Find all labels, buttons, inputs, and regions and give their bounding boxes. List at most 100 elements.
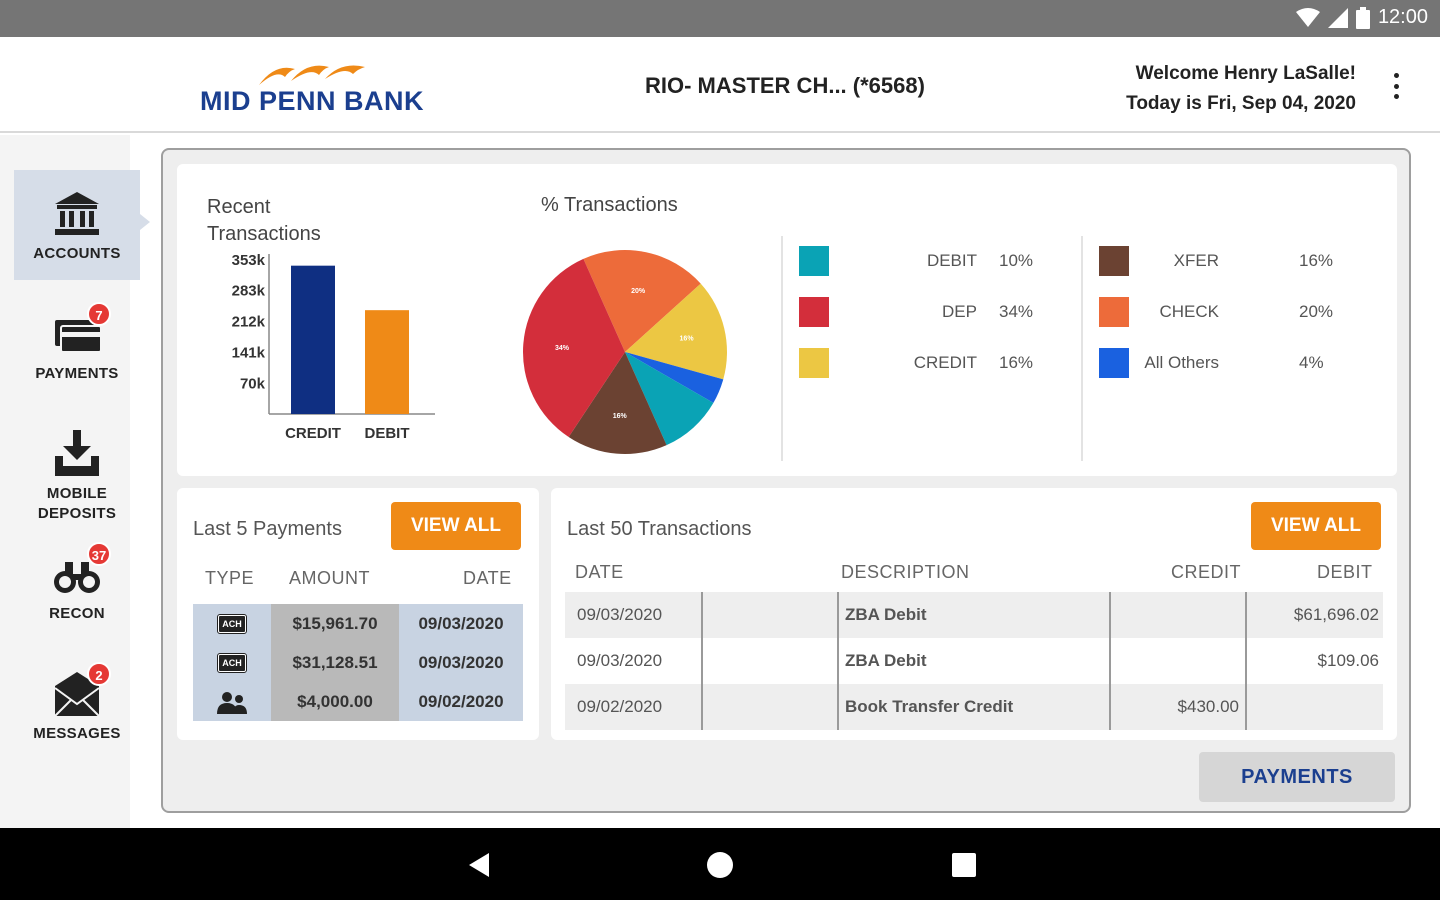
logo-text: MID PENN BANK [200,86,425,116]
payments-table: ACH $15,961.70 09/03/2020 ACH $31,128.51… [193,604,523,721]
legend-swatch [799,348,829,378]
y-tick-label: 212k [232,314,266,331]
legend-percent: 10% [999,251,1034,270]
credit-card-icon: 7 [51,302,111,358]
date-text: Today is Fri, Sep 04, 2020 [1126,93,1356,114]
sidebar-item-mobile-deposits[interactable]: MOBILE DEPOSITS [14,410,140,530]
status-bar: 12:00 [0,0,1440,37]
logo-swoosh-icon [259,65,365,85]
pie-slice-check [583,250,701,352]
ach-icon: ACH [217,613,247,634]
account-selector[interactable]: RIO- MASTER CH... (*6568) [645,73,925,98]
legend-item-credit: CREDIT 16% [799,348,1039,378]
payment-date: 09/02/2020 [399,682,523,721]
y-tick-label: 70k [240,375,266,392]
y-tick-label: 141k [232,344,266,361]
legend-label: All Others [1144,353,1219,372]
table-row[interactable]: $4,000.00 09/02/2020 [193,682,523,721]
sidebar-item-messages[interactable]: 2 MESSAGES [14,650,140,760]
recent-transactions-title: Recent Transactions [207,196,321,245]
legend-item-dep: DEP 34% [799,297,1039,327]
transaction-date: 09/02/2020 [565,684,703,730]
transaction-debit [1247,684,1383,730]
wifi-icon [1295,7,1320,27]
legend-percent: 16% [1299,251,1334,270]
x-tick-label: DEBIT [365,425,410,442]
recents-icon[interactable] [949,850,979,880]
legend-swatch [1099,348,1129,378]
battery-icon [1355,6,1370,29]
bank-logo: MID PENN BANK [200,61,440,117]
transactions-col-description: DESCRIPTION [841,562,970,582]
sidebar-item-label: MOBILE DEPOSITS [37,485,117,522]
app-header: MID PENN BANK RIO- MASTER CH... (*6568) … [0,37,1440,133]
payment-date: 09/03/2020 [399,643,523,682]
legend-percent: 20% [1299,302,1334,321]
table-row[interactable]: 09/03/2020 ZBA Debit $61,696.02 [565,592,1383,638]
binoculars-icon: 37 [51,542,111,598]
legend-item-xfer: XFER 16% [1099,246,1339,276]
transactions-col-credit: CREDIT [1171,562,1241,582]
legend-divider [781,236,783,461]
transaction-credit: $430.00 [1111,684,1247,730]
bank-icon [55,192,99,235]
sidebar-item-accounts[interactable]: ACCOUNTS [14,170,150,280]
pie-slice-debit [625,352,714,446]
table-row[interactable]: 09/03/2020 ZBA Debit $109.06 [565,638,1383,684]
welcome-block: Welcome Henry LaSalle! Today is Fri, Sep… [1126,59,1356,119]
y-tick-label: 353k [232,252,266,269]
transaction-description: Book Transfer Credit [839,684,1111,730]
transaction-credit [1111,638,1247,684]
status-time: 12:00 [1377,6,1428,28]
pie-slice-credit [625,283,727,380]
payments-button[interactable]: PAYMENTS [1199,752,1395,802]
sidebar-item-payments[interactable]: 7 PAYMENTS [14,290,140,400]
system-nav-bar [0,828,1440,900]
legend-label: XFER [1173,251,1219,270]
legend-item-check: CHECK 20% [1099,297,1339,327]
y-tick-label: 283k [232,283,266,300]
pie-slice-all-others [625,352,724,403]
sidebar-item-label: PAYMENTS [35,365,119,382]
transaction-debit: $109.06 [1317,651,1379,670]
legend-swatch [1099,246,1129,276]
pie-slice-label: 16% [613,413,628,420]
sidebar-item-recon[interactable]: 37 RECON [14,530,140,640]
payments-col-amount: AMOUNT [289,568,370,588]
ach-icon: ACH [217,652,247,673]
table-row[interactable]: 09/02/2020 Book Transfer Credit $430.00 [565,684,1383,730]
sidebar-item-label: RECON [49,605,105,622]
payment-amount: $15,961.70 [271,604,399,643]
table-row[interactable]: ACH $31,128.51 09/03/2020 [193,643,523,682]
transactions-view-all-button[interactable]: VIEW ALL [1251,502,1381,550]
transactions-col-date: DATE [575,562,624,582]
envelope-icon: 2 [51,662,111,718]
sidebar-item-label: ACCOUNTS [33,245,121,262]
transactions-table: 09/03/2020 ZBA Debit $61,696.02 09/03/20… [565,592,1383,730]
transaction-date: 09/03/2020 [565,592,703,638]
cell-signal-icon [1327,7,1348,28]
payments-col-type: TYPE [205,568,255,588]
pie-slice-xfer [568,352,667,454]
back-icon[interactable] [465,850,495,880]
bar-credit [291,265,335,414]
legend-percent: 4% [1299,353,1324,372]
transactions-pie-chart: 20% 16% 16% 34% [523,250,727,454]
legend-swatch [1099,297,1129,327]
last-payments-title: Last 5 Payments [193,518,342,540]
home-icon[interactable] [705,850,735,880]
last-transactions-card: Last 50 Transactions VIEW ALL DATE DESCR… [551,488,1397,740]
payments-view-all-button[interactable]: VIEW ALL [391,502,521,550]
recon-badge: 37 [87,542,111,566]
payment-amount: $4,000.00 [271,682,399,721]
pie-slice-label: 16% [680,335,695,342]
transactions-col-debit: DEBIT [1317,562,1373,582]
overflow-menu-icon[interactable] [1384,71,1408,101]
payments-badge: 7 [87,302,111,326]
transactions-pie-title: % Transactions [541,194,678,216]
legend-percent: 34% [999,302,1034,321]
legend-item-all-others: All Others 4% [1099,348,1339,378]
table-row[interactable]: ACH $15,961.70 09/03/2020 [193,604,523,643]
recent-transactions-bar-chart: 353k 283k 212k 141k 70k CREDIT DEBIT [232,252,435,442]
payment-amount: $31,128.51 [271,643,399,682]
